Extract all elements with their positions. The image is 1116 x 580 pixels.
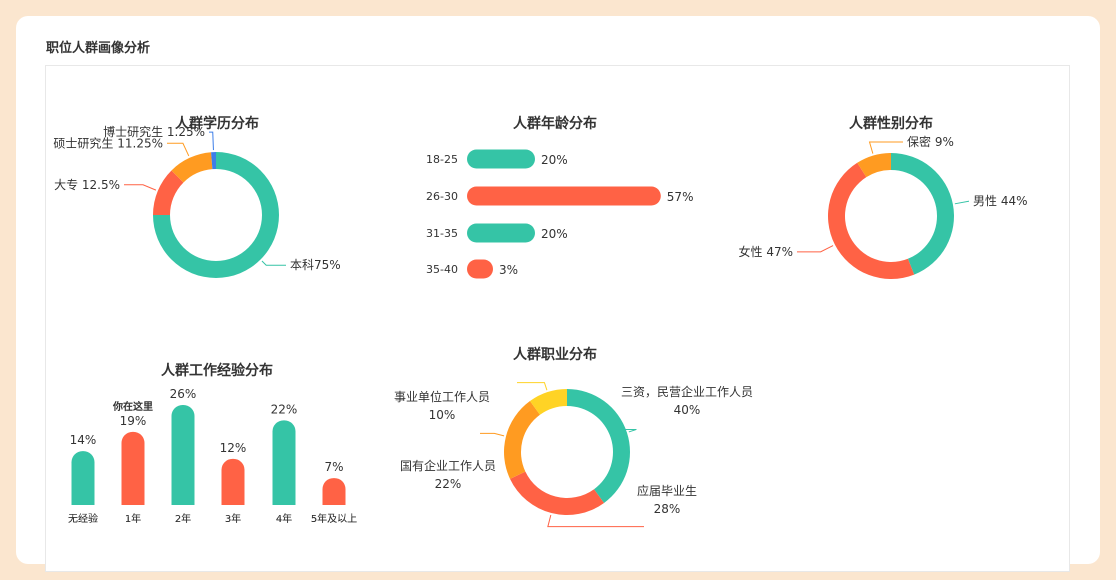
pie-slice-1 <box>567 389 630 503</box>
age-tick-label: 35-40 <box>426 263 458 276</box>
age-value-label: 3% <box>499 263 518 277</box>
pie-slice-4 <box>211 152 216 170</box>
age-value-label: 20% <box>541 227 568 241</box>
slice-label: 大专 12.5% <box>54 177 120 192</box>
pie-slice-1 <box>891 153 955 275</box>
chart-title: 人群年龄分布 <box>513 115 597 132</box>
slice-label: 40% <box>674 403 701 417</box>
age-value-label: 57% <box>667 190 694 204</box>
slice-label: 本科75% <box>290 258 341 272</box>
slice-label: 10% <box>429 408 456 422</box>
slice-label: 三资，民营企业工作人员 <box>621 384 753 399</box>
exp-bar-4 <box>221 458 245 517</box>
exp-tick-label: 2年 <box>175 512 191 525</box>
leader-line <box>614 428 637 433</box>
leader-line <box>547 514 644 528</box>
exp-value-label: 26% <box>170 387 197 401</box>
exp-bar-1 <box>71 451 95 517</box>
leader-line <box>517 382 548 391</box>
leader-line <box>209 131 214 151</box>
exp-bar-3 <box>171 405 195 517</box>
exp-value-label: 7% <box>324 460 343 474</box>
exp-bar-2 <box>121 431 145 517</box>
pie-slice-2 <box>827 162 915 279</box>
age-bar-4 <box>467 259 493 279</box>
slice-label: 应届毕业生 <box>637 483 697 498</box>
age-tick-label: 26-30 <box>426 190 458 203</box>
leader-line <box>124 184 157 191</box>
slice-label: 硕士研究生 11.25% <box>53 135 163 150</box>
leader-line <box>167 142 190 157</box>
exp-value-label: 19% <box>120 414 147 428</box>
chart-title: 人群职业分布 <box>513 346 597 363</box>
exp-value-label: 12% <box>220 441 247 455</box>
age-bar-2 <box>467 186 661 206</box>
charts-panel: 人群学历分布本科75% 大专 12.5% 硕士研究生 11.25% 博士研究生 1.2… <box>45 65 1070 572</box>
leader-line <box>480 432 505 437</box>
exp-value-label: 22% <box>271 402 298 416</box>
exp-tick-label: 4年 <box>276 512 292 525</box>
section-title: 职位人群画像分析 <box>46 41 151 56</box>
slice-label: 男性 44% <box>973 194 1028 208</box>
leader-line <box>797 245 834 253</box>
pie-slice-3 <box>857 153 891 178</box>
age-value-label: 20% <box>541 153 568 167</box>
chart-title: 人群工作经验分布 <box>161 362 273 379</box>
you-are-here-annotation: 你在这里 <box>112 400 153 413</box>
pie-slice-3 <box>504 401 540 479</box>
slice-label: 事业单位工作人员 <box>394 389 490 404</box>
slice-label: 28% <box>654 502 681 516</box>
slice-label: 国有企业工作人员 <box>400 458 496 473</box>
chart-title: 人群学历分布 <box>175 115 259 132</box>
pie-slice-4 <box>529 389 567 415</box>
pie-slice-3 <box>171 152 213 183</box>
exp-tick-label: 1年 <box>125 512 141 525</box>
exp-tick-label: 3年 <box>225 512 241 525</box>
pie-slice-2 <box>153 170 184 215</box>
analysis-card: 职位人群画像分析 人群学历分布本科75% 大专 12.5% 硕士研究生 11.25%… <box>16 16 1100 572</box>
slice-label: 女性 47% <box>739 244 794 259</box>
pie-slice-2 <box>509 471 605 515</box>
age-bar-1 <box>467 149 535 169</box>
slice-label: 22% <box>435 477 462 491</box>
slice-label: 保密 9% <box>907 134 954 149</box>
age-tick-label: 31-35 <box>426 227 458 240</box>
leader-line <box>261 260 286 266</box>
age-tick-label: 18-25 <box>426 153 458 166</box>
exp-value-label: 14% <box>70 433 97 447</box>
exp-tick-label: 5年及以上 <box>311 512 357 525</box>
age-bar-3 <box>467 223 535 243</box>
bar-base-mask <box>66 505 366 517</box>
exp-bar-5 <box>272 420 296 517</box>
leader-line <box>954 200 969 205</box>
slice-label: 博士研究生 1.25% <box>103 124 205 139</box>
exp-tick-label: 无经验 <box>68 512 98 525</box>
leader-line <box>868 141 903 154</box>
chart-title: 人群性别分布 <box>849 115 933 132</box>
